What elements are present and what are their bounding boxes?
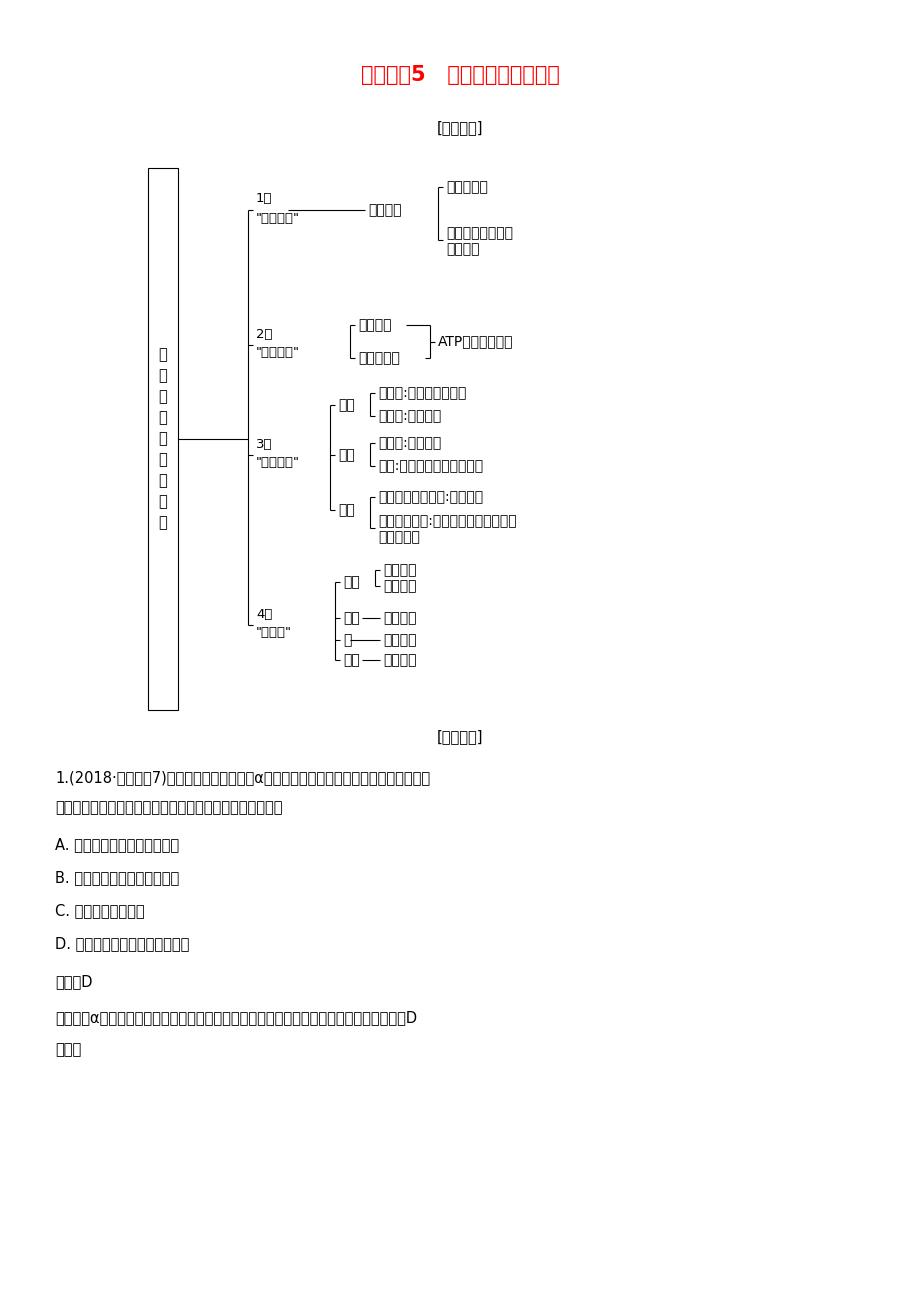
Text: B. 逆浓度梯度经协助扩散排出: B. 逆浓度梯度经协助扩散排出 <box>55 871 179 885</box>
Text: 协助扩散: 协助扩散 <box>382 562 416 577</box>
Text: 半透膜两侧溶液存: 半透膜两侧溶液存 <box>446 227 513 240</box>
Text: 主动运输: 主动运输 <box>382 579 416 592</box>
Text: 通道: 通道 <box>343 611 359 625</box>
Text: "实验装置": "实验装置" <box>255 211 300 224</box>
Text: C. 通过离子通道排出: C. 通过离子通道排出 <box>55 904 144 918</box>
Text: "膜蛋白": "膜蛋白" <box>255 626 291 639</box>
Text: 胞吞、胞吐: 胞吞、胞吐 <box>378 530 419 544</box>
Text: 答案　D: 答案 D <box>55 974 93 990</box>
Text: 热点微练5   物质出入细胞的方式: 热点微练5 物质出入细胞的方式 <box>360 65 559 85</box>
Text: 渗透装置: 渗透装置 <box>368 203 401 217</box>
Text: 正确。: 正确。 <box>55 1043 81 1057</box>
Text: 泵: 泵 <box>343 633 351 647</box>
Text: 种类: 种类 <box>337 503 355 517</box>
Text: 协助扩散: 协助扩散 <box>382 611 416 625</box>
Text: 1套: 1套 <box>255 193 272 206</box>
Text: 物
质
出
入
细
胞
的
方
式: 物 质 出 入 细 胞 的 方 式 <box>158 348 167 530</box>
Text: 载体: 载体 <box>343 575 359 589</box>
Text: 方向: 方向 <box>337 398 355 411</box>
Text: 逆浓度:主动运输: 逆浓度:主动运输 <box>378 409 441 423</box>
Text: 主动运输: 主动运输 <box>382 633 416 647</box>
Text: "耗能过程": "耗能过程" <box>255 346 300 359</box>
Text: 在浓度差: 在浓度差 <box>446 242 479 256</box>
Text: 浓度差:被动运输: 浓度差:被动运输 <box>378 436 441 450</box>
Bar <box>148 168 177 710</box>
Text: "判断标准": "判断标准" <box>255 457 300 470</box>
Text: 3种: 3种 <box>255 437 272 450</box>
Text: 2个: 2个 <box>255 328 272 341</box>
Text: [规律方法]: [规律方法] <box>437 121 482 135</box>
Text: 耗能:主动运输、胞吞、胞吐: 耗能:主动运输、胞吞、胞吐 <box>378 460 482 473</box>
Text: 1.(2018·海南卷，7)小麦种子萌发过程中，α－淀粉酶在糊粉层的细胞中合成，在胚乳中: 1.(2018·海南卷，7)小麦种子萌发过程中，α－淀粉酶在糊粉层的细胞中合成，… <box>55 771 430 785</box>
Text: 水或脂溶性小分子:自由扩散: 水或脂溶性小分子:自由扩散 <box>378 490 482 504</box>
Text: ATP或电化学势能: ATP或电化学势能 <box>437 335 513 349</box>
Text: [方法体验]: [方法体验] <box>437 729 482 745</box>
Text: A. 顺浓度梯度经自由扩散排出: A. 顺浓度梯度经自由扩散排出 <box>55 837 179 853</box>
Text: 受体: 受体 <box>343 654 359 667</box>
Text: 胞吞、胞吐: 胞吞、胞吐 <box>357 352 400 365</box>
Text: 离子或大分子:协助扩散、主动运输、: 离子或大分子:协助扩散、主动运输、 <box>378 514 516 529</box>
Text: 动力: 动力 <box>337 448 355 462</box>
Text: 4类: 4类 <box>255 608 272 621</box>
Text: 主动运输: 主动运输 <box>357 318 391 332</box>
Text: 顺浓度:一般为被动运输: 顺浓度:一般为被动运输 <box>378 385 466 400</box>
Text: 解析　　α－淀粉酶的化学本质是大分子蛋白质，从糊粉层细胞排到细胞外的方式是胞吐，D: 解析 α－淀粉酶的化学本质是大分子蛋白质，从糊粉层细胞排到细胞外的方式是胞吐，D <box>55 1010 416 1026</box>
Text: 分解淀粉。该酶从糊粉层细胞排到细胞外的方式是（　　）: 分解淀粉。该酶从糊粉层细胞排到细胞外的方式是（ ） <box>55 801 282 815</box>
Text: 信息交流: 信息交流 <box>382 654 416 667</box>
Text: D. 含该酶的囊泡与质膜融合排出: D. 含该酶的囊泡与质膜融合排出 <box>55 936 189 952</box>
Text: 具有半透膜: 具有半透膜 <box>446 180 487 194</box>
